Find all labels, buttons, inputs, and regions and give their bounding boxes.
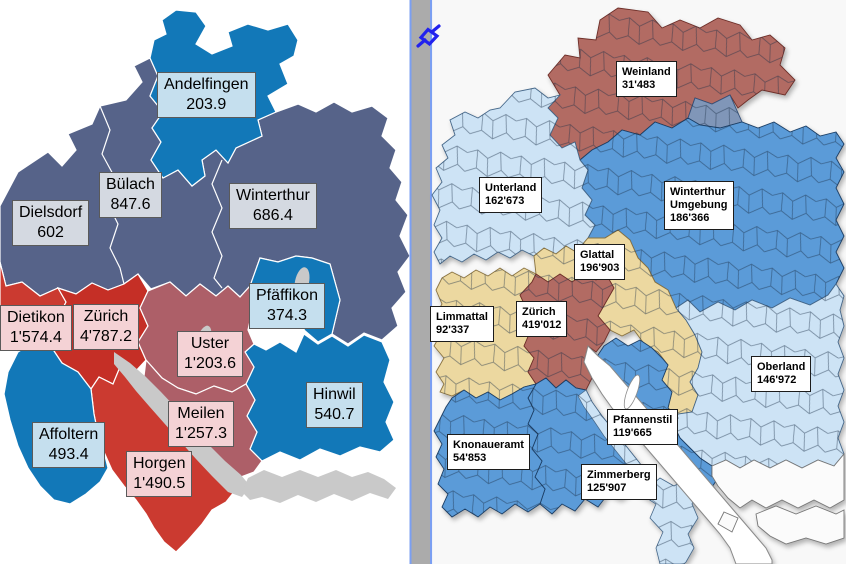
- lake-greifensee-right-shape: [623, 374, 641, 410]
- district-label-dielsdorf: Dielsdorf 602: [12, 200, 90, 246]
- district-label-zuerich: Zürich 4'787.2: [73, 304, 139, 350]
- neighboring-municipalities-outline: [711, 452, 845, 545]
- map-cursor-icon: [416, 24, 441, 48]
- region-label-oberland: Oberland 146'972: [751, 356, 812, 392]
- district-label-horgen: Horgen 1'490.5: [126, 451, 193, 497]
- region-label-zuerich: Zürich 419'012: [516, 301, 568, 337]
- district-label-hinwil: Hinwil 540.7: [306, 382, 363, 428]
- region-label-unterland: Unterland 162'673: [479, 177, 543, 213]
- region-label-glattal: Glattal 196'903: [574, 244, 626, 280]
- region-label-winterthur-umgebung: Winterthur Umgebung 186'366: [664, 181, 734, 230]
- district-label-winterthur: Winterthur 686.4: [229, 183, 317, 229]
- district-label-meilen: Meilen 1'257.3: [168, 401, 234, 447]
- district-label-buelach: Bülach 847.6: [99, 172, 162, 218]
- region-label-pfannenstil: Pfannenstil 119'665: [607, 409, 679, 445]
- district-label-dietikon: Dietikon 1'574.4: [0, 305, 72, 351]
- region-label-limmattal: Limmattal 92'337: [430, 306, 494, 342]
- district-label-uster: Uster 1'203.6: [177, 331, 243, 377]
- region-label-zimmerberg: Zimmerberg 125'907: [581, 464, 657, 500]
- map-divider: [409, 0, 433, 564]
- region-label-weinland: Weinland 31'483: [616, 61, 677, 97]
- lake-obersee-shape: [242, 470, 396, 503]
- district-label-affoltern: Affoltern 493.4: [32, 422, 106, 468]
- region-label-knonaueramt: Knonaueramt 54'853: [447, 434, 530, 470]
- district-label-pfaeffikon: Pfäffikon 374.3: [249, 283, 325, 329]
- district-label-andelfingen: Andelfingen 203.9: [157, 72, 256, 118]
